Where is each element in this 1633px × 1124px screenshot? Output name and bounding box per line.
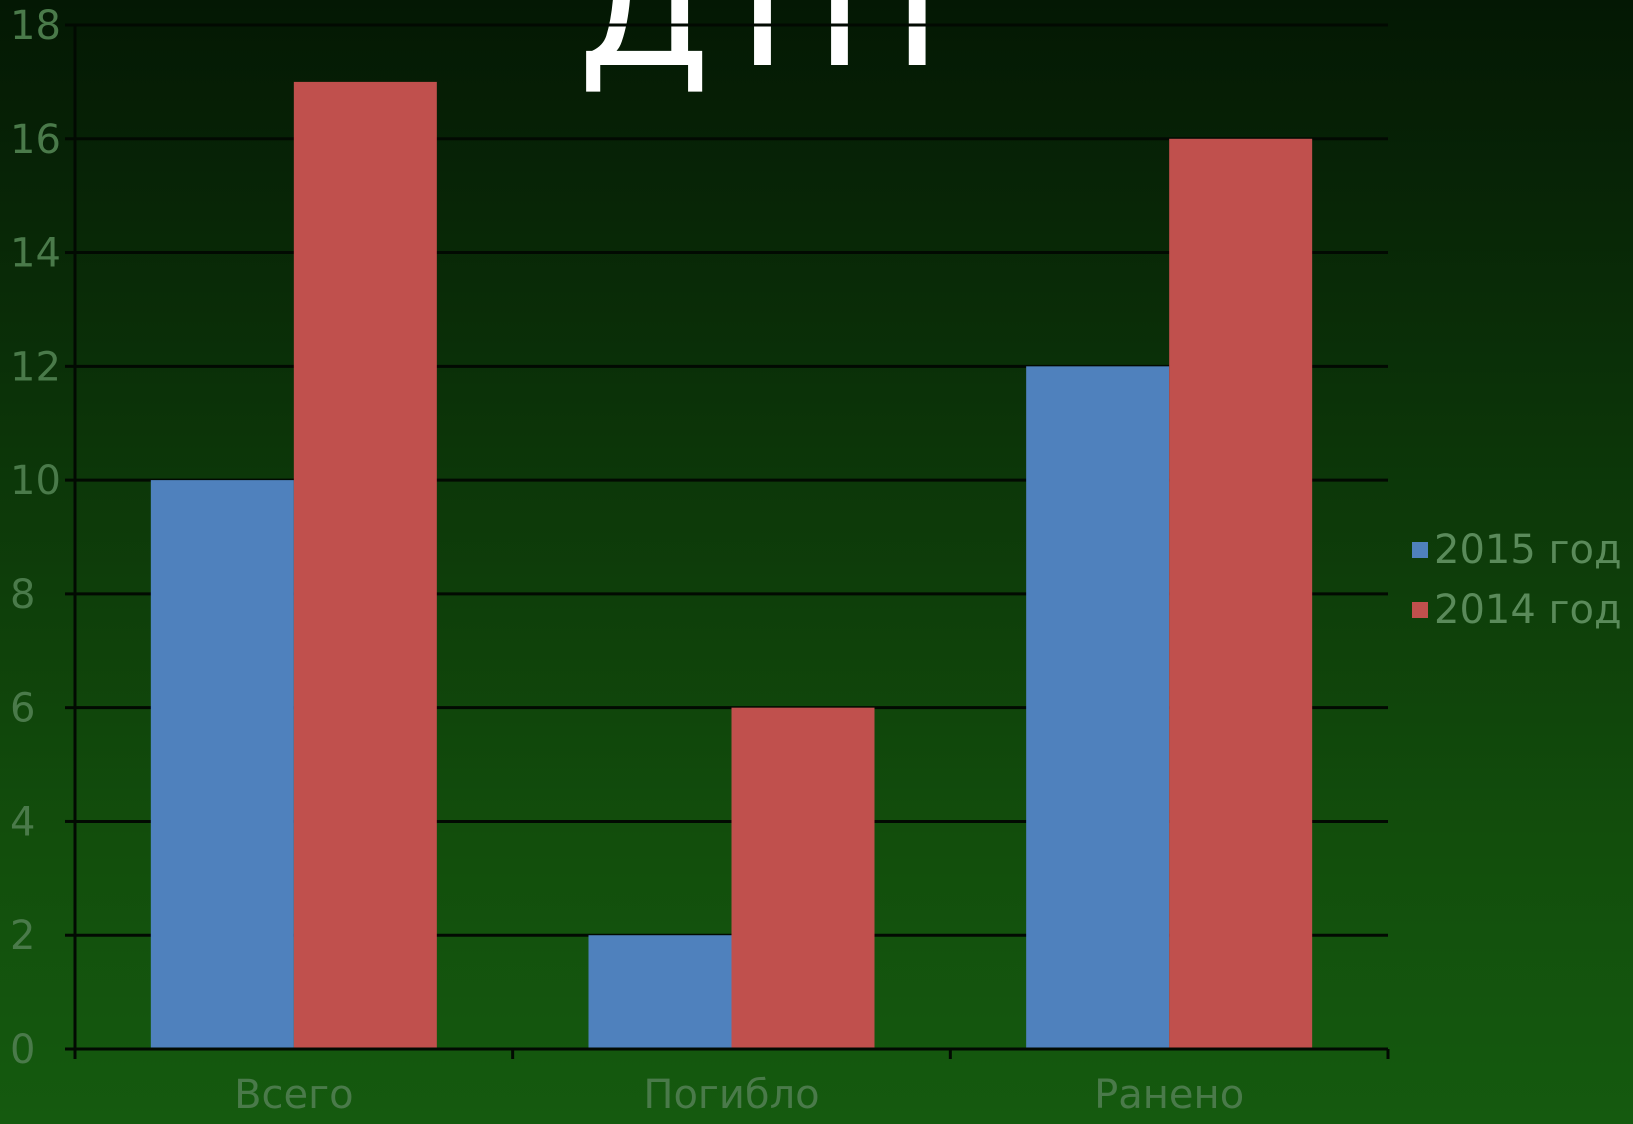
legend-label-2014: 2014 год bbox=[1434, 587, 1622, 633]
y-tick-label: 8 bbox=[10, 572, 35, 618]
y-tick-label: 16 bbox=[10, 117, 61, 163]
bar bbox=[588, 935, 732, 1049]
y-tick-labels: 0 2 4 6 8 10 12 14 16 18 bbox=[10, 3, 61, 1073]
bar bbox=[1169, 138, 1313, 1049]
legend-swatch-2015 bbox=[1412, 542, 1428, 558]
legend: 2015 год 2014 год bbox=[1412, 520, 1622, 640]
y-tick-label: 0 bbox=[10, 1027, 35, 1073]
x-tick-label: Ранено bbox=[1094, 1072, 1244, 1118]
x-tick-labels: Всего Погибло Ранено bbox=[234, 1072, 1244, 1118]
y-tick-label: 6 bbox=[10, 686, 35, 732]
legend-item-2015: 2015 год bbox=[1412, 520, 1622, 580]
bars bbox=[150, 81, 1313, 1050]
y-tick-label: 4 bbox=[10, 799, 35, 845]
bar bbox=[293, 81, 437, 1049]
y-tick-label: 10 bbox=[10, 458, 61, 504]
legend-label-2015: 2015 год bbox=[1434, 527, 1622, 573]
x-tick-label: Погибло bbox=[643, 1072, 819, 1118]
legend-swatch-2014 bbox=[1412, 602, 1428, 618]
x-tick-label: Всего bbox=[234, 1072, 354, 1118]
y-tick-label: 18 bbox=[10, 3, 61, 49]
y-tick-label: 2 bbox=[10, 913, 35, 959]
chart-title: ДТП bbox=[577, 0, 943, 106]
bar bbox=[731, 707, 875, 1049]
bar bbox=[1026, 366, 1170, 1049]
y-tick-label: 14 bbox=[10, 231, 61, 277]
y-tick-label: 12 bbox=[10, 344, 61, 390]
legend-item-2014: 2014 год bbox=[1412, 580, 1622, 640]
bar bbox=[150, 480, 294, 1050]
axes bbox=[65, 23, 1390, 1059]
